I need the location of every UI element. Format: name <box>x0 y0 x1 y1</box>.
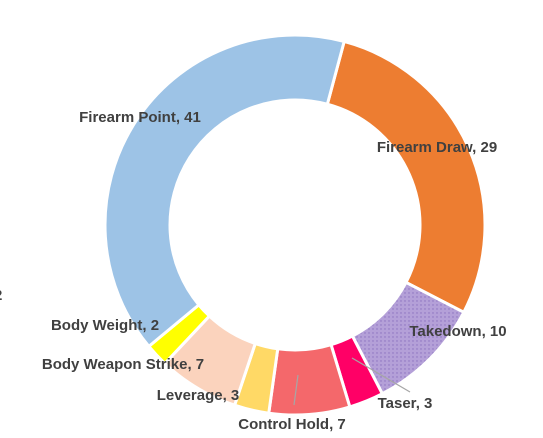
slice-label: Leverage, 3 <box>157 387 240 404</box>
slice-label: Takedown, 10 <box>409 323 506 340</box>
slice-label: Body Weapon Strike, 7 <box>42 356 204 373</box>
slice-label: Firearm Point, 41 <box>79 109 201 126</box>
donut-slice <box>325 39 487 315</box>
slice-label: Firearm Draw, 29 <box>377 139 497 156</box>
leader-line <box>293 374 299 406</box>
donut-slice <box>103 33 347 349</box>
slice-label: Taser, 3 <box>378 395 433 412</box>
clipped-label: 2 <box>0 287 2 304</box>
slice-label: Control Hold, 7 <box>238 416 346 433</box>
leader-line <box>351 357 411 393</box>
slice-label: Body Weight, 2 <box>51 317 159 334</box>
